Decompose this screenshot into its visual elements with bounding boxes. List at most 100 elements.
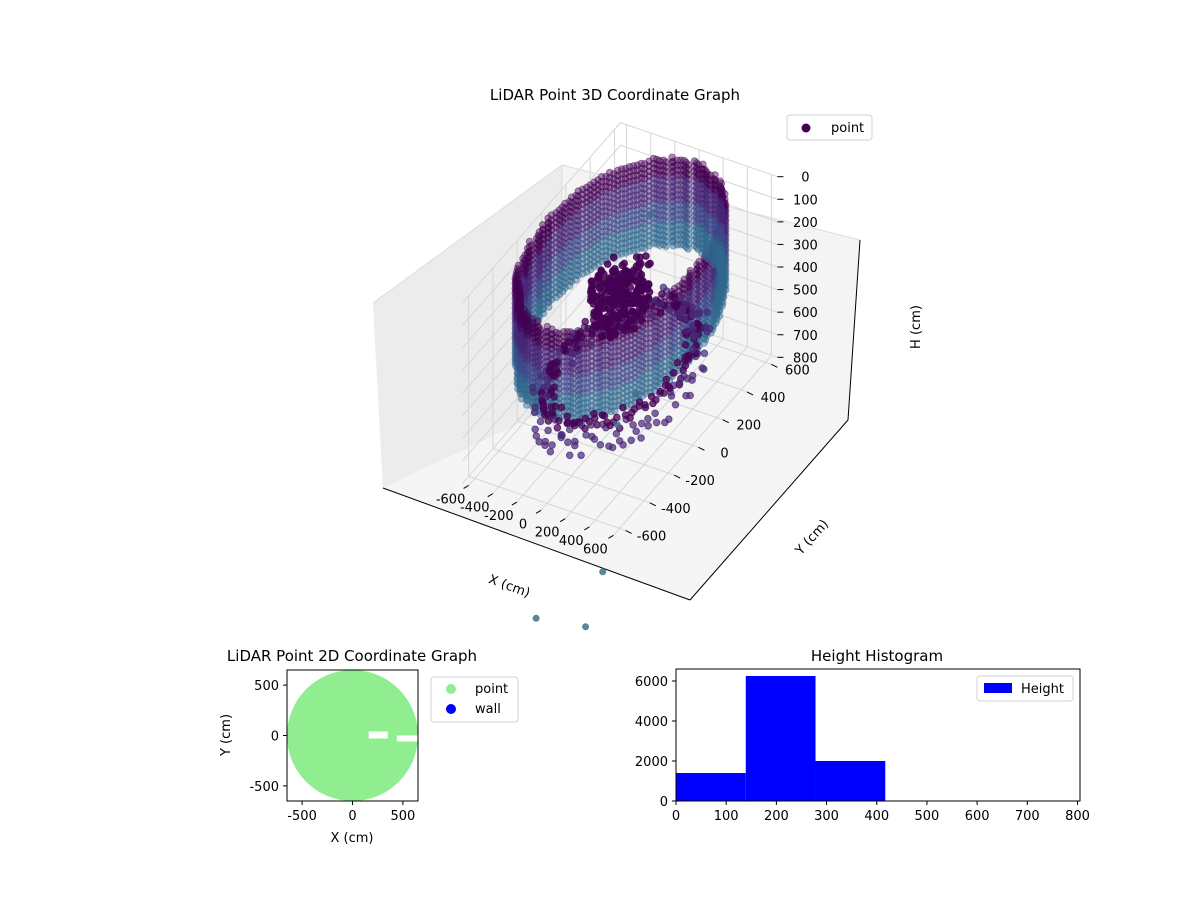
chart-3d-point (721, 249, 729, 258)
chart-3d-point (711, 261, 720, 270)
chart-3d-point (625, 173, 634, 181)
chart-3d-point (605, 238, 614, 246)
chart-3d-point (677, 181, 685, 189)
chart-3d-point (717, 244, 726, 252)
chart-3d-point (715, 251, 723, 260)
chart-3d-point (590, 247, 599, 256)
chart-3d-point (706, 176, 715, 184)
chart-3d-pane-floor (383, 404, 848, 600)
chart-3d-point (693, 270, 701, 279)
chart-3d-point (702, 267, 711, 276)
chart-3d-point (698, 204, 706, 213)
chart-3d-point (669, 227, 678, 235)
chart-3d-point (618, 249, 626, 258)
chart-3d-point (700, 279, 708, 288)
chart-3d-point (718, 299, 727, 307)
chart-3d-point (715, 271, 723, 279)
chart-3d-point (682, 243, 690, 251)
chart-3d-point (688, 376, 696, 384)
chart-3d-point (709, 242, 718, 251)
chart-3d-point (700, 269, 708, 278)
chart-3d-point (700, 349, 709, 358)
chart-3d-ztick-label: 700 (793, 329, 818, 344)
chart-3d-ztick-label: 600 (793, 306, 818, 321)
chart-3d-point (712, 299, 720, 307)
chart-3d-point (721, 224, 729, 233)
chart-3d-point (711, 176, 719, 184)
chart-3d-point (718, 285, 727, 293)
chart-hist-bar (815, 761, 886, 801)
chart-3d-point (715, 277, 724, 286)
chart-3d-point (637, 204, 646, 213)
chart-3d-point (628, 299, 636, 308)
chart-3d-point (717, 215, 726, 224)
chart-3d-point (598, 322, 606, 331)
chart-3d-point (640, 284, 649, 293)
chart-3d-point (711, 215, 719, 224)
chart-3d-point (698, 199, 706, 208)
chart-3d-point (618, 205, 626, 213)
chart-3d-point (621, 229, 630, 237)
chart-3d-point (709, 317, 718, 326)
chart-3d-point (662, 178, 670, 186)
chart-3d-point (656, 211, 664, 220)
chart-3d-point (640, 304, 649, 313)
chart-3d-point (721, 226, 730, 235)
chart-3d-point (656, 186, 664, 195)
chart-3d-point (610, 180, 618, 188)
chart-3d-point (656, 231, 664, 239)
chart-3d-point (625, 202, 634, 211)
chart-3d-point (677, 226, 685, 234)
chart-2d-gap (396, 735, 418, 742)
chart-3d-point (677, 201, 685, 209)
chart-3d-point (682, 198, 690, 207)
chart-3d-point (717, 185, 726, 194)
chart-3d-point (571, 337, 580, 346)
chart-3d-point (618, 210, 626, 218)
chart-3d-point (701, 235, 709, 243)
chart-3d-point (531, 425, 540, 434)
chart-3d-point (713, 256, 721, 264)
chart-3d-point (695, 277, 703, 286)
chart-3d-point (673, 196, 682, 204)
chart-3d-point (717, 184, 726, 193)
chart-3d-point (614, 241, 622, 249)
chart-3d-point (708, 246, 717, 254)
chart-3d-point (711, 210, 719, 219)
chart-3d-point (656, 161, 664, 170)
chart-3d-point (701, 205, 709, 214)
chart-3d-point (693, 279, 702, 288)
chart-3d-point (669, 232, 678, 240)
chart-3d-point (712, 269, 720, 277)
chart-3d-point (597, 227, 606, 236)
chart-3d-point (721, 200, 729, 208)
chart-3d-point (694, 176, 703, 184)
chart-3d-point (712, 234, 720, 243)
chart-3d-point (653, 230, 661, 238)
chart-3d-point (718, 244, 727, 253)
chart-3d-point (711, 236, 720, 245)
chart-3d-point (677, 293, 685, 302)
chart-3d-point (673, 191, 682, 199)
chart-3d-point (718, 260, 727, 269)
chart-3d-point (677, 221, 685, 229)
chart-3d-point (662, 222, 670, 231)
chart-hist-xtick-label: 0 (672, 809, 680, 824)
chart-3d-point (597, 202, 606, 211)
chart-3d-point (673, 171, 682, 179)
chart-3d-point (668, 203, 676, 211)
chart-3d-point (622, 290, 630, 298)
chart-3d-point (716, 213, 725, 221)
chart-3d-point (614, 181, 622, 190)
chart-3d-point (717, 230, 726, 238)
chart-3d-x-axis-line (382, 487, 691, 601)
chart-3d-outlier-point (614, 421, 621, 429)
chart-3d-point (633, 230, 642, 239)
chart-3d-point (707, 254, 715, 263)
chart-3d-point (715, 287, 724, 296)
chart-3d-point (621, 184, 630, 193)
chart-3d-point (548, 408, 557, 417)
chart-3d-point (718, 252, 727, 261)
chart-3d-point (605, 208, 614, 217)
chart-3d-point (662, 192, 670, 201)
